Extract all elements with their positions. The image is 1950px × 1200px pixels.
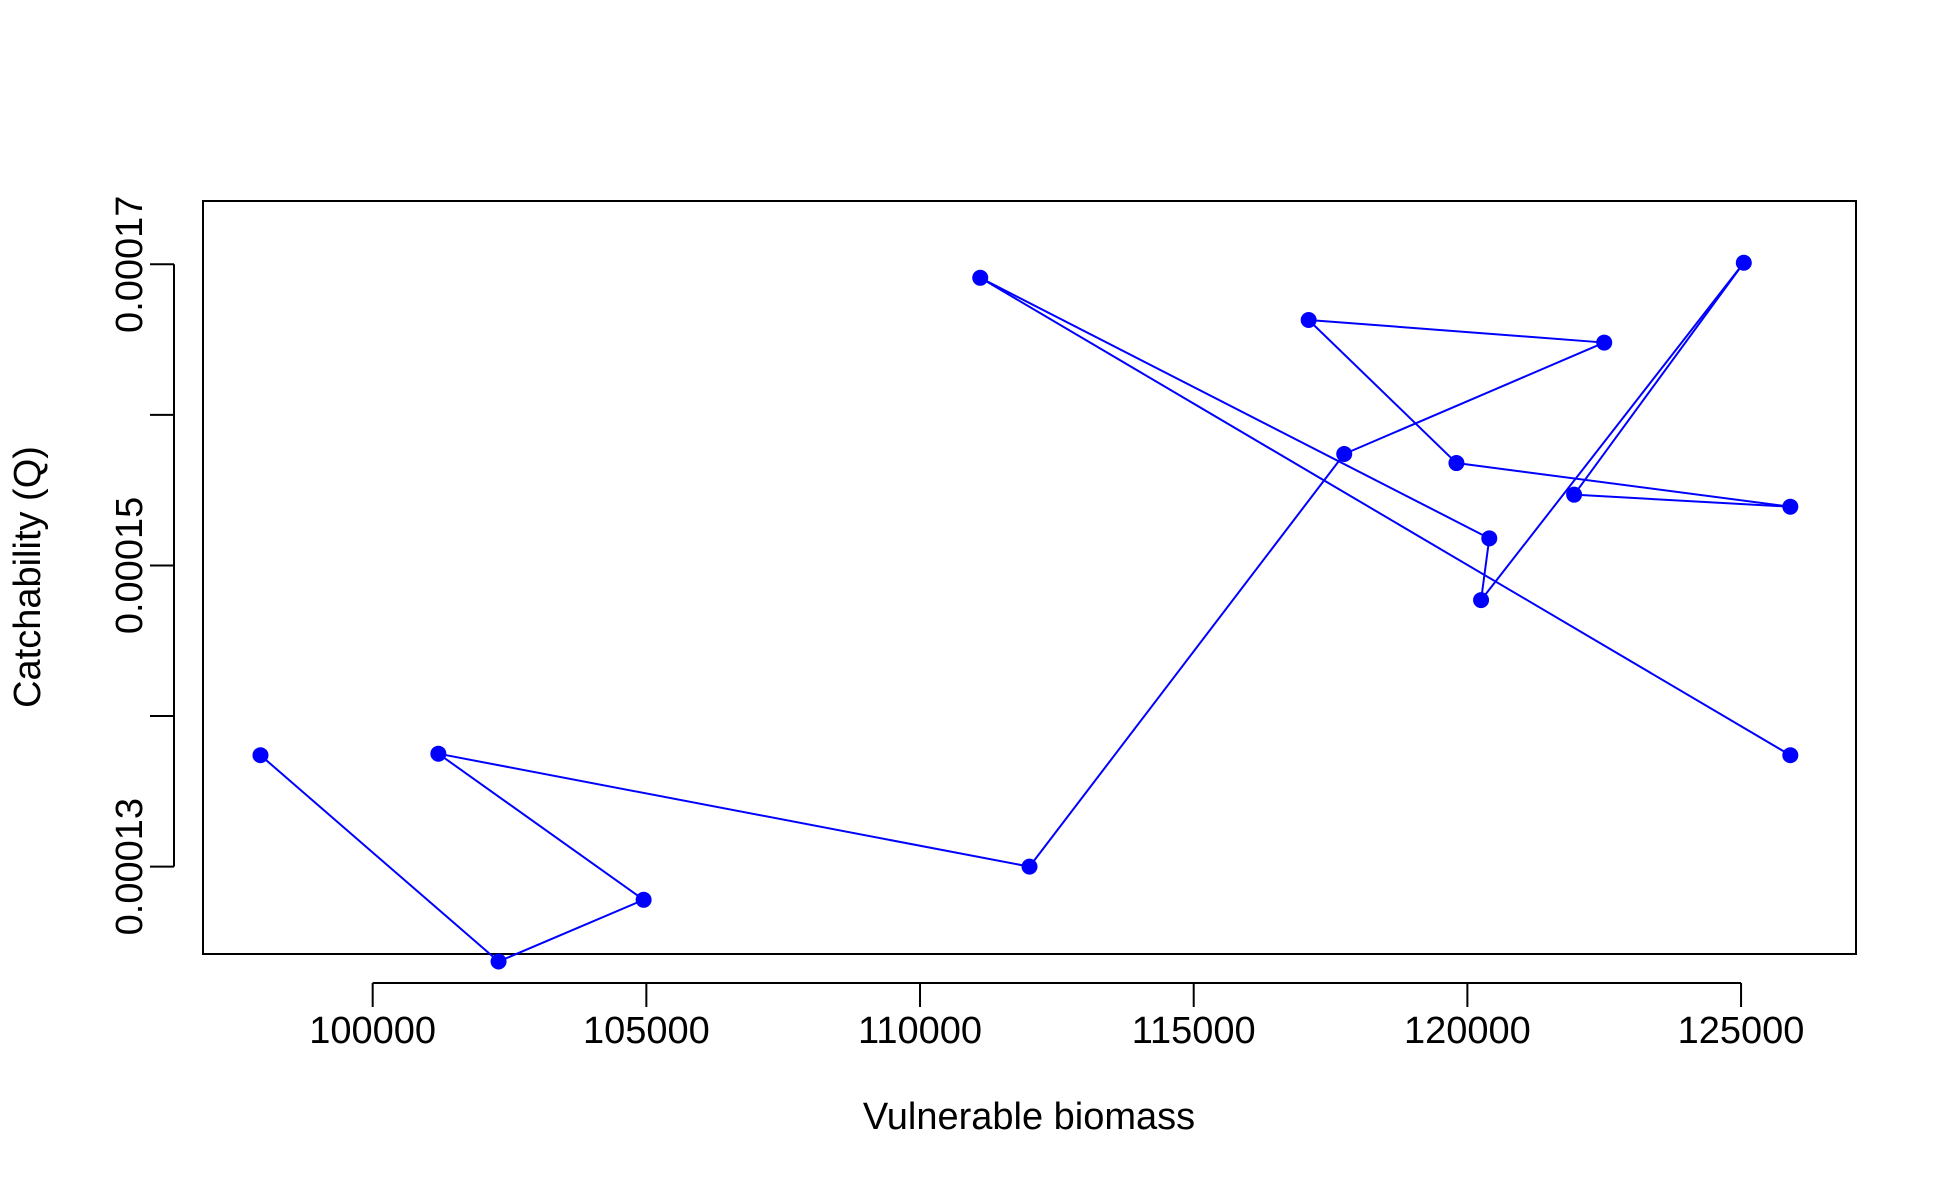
data-point <box>1473 592 1490 609</box>
data-point <box>1021 858 1038 875</box>
x-tick-label: 120000 <box>1404 1010 1531 1052</box>
series-line-segment <box>498 898 645 963</box>
y-tick-label: 0.00015 <box>109 497 151 634</box>
series-line-segment <box>1308 318 1605 344</box>
data-point <box>635 891 652 908</box>
x-tick-label: 115000 <box>1132 1010 1256 1052</box>
x-tick-label: 110000 <box>858 1010 982 1052</box>
series-line-segment <box>979 276 1791 757</box>
y-axis: 0.00013 0.00015 0.00017 <box>109 196 175 935</box>
series-line-segment <box>1028 453 1346 868</box>
data-point <box>430 745 447 762</box>
series-line-segment <box>1480 262 1745 601</box>
data-point <box>252 747 269 764</box>
x-axis: 100000 105000 110000 115000 120000 125000 <box>309 982 1805 1052</box>
series-line-segment <box>1456 462 1791 508</box>
data-point <box>1782 747 1799 764</box>
data-point <box>1336 446 1353 463</box>
x-tick-label: 125000 <box>1678 1010 1805 1052</box>
y-tick-label: 0.00013 <box>109 798 151 935</box>
y-tick-label: 0.00017 <box>109 196 151 333</box>
x-tick-label: 100000 <box>309 1010 436 1052</box>
series-line-segment <box>1343 341 1605 455</box>
data-point <box>1735 254 1752 271</box>
data-point <box>1566 486 1583 503</box>
data-point <box>1300 311 1317 328</box>
data-point <box>490 953 507 970</box>
series-line-segment <box>1307 319 1458 464</box>
series-line-segment <box>438 752 1030 868</box>
data-point <box>1448 455 1465 472</box>
data-point <box>972 269 989 286</box>
data-point <box>1481 530 1498 547</box>
series-layer <box>252 254 1799 970</box>
series-line-segment <box>259 754 500 963</box>
series-line-segment <box>1480 538 1491 601</box>
y-axis-title: Catchability (Q) <box>7 446 49 708</box>
data-point <box>1782 498 1799 515</box>
series-line-segment <box>437 752 645 901</box>
series-line-segment <box>979 276 1490 540</box>
x-tick-label: 105000 <box>583 1010 710 1052</box>
plot-frame <box>202 200 1857 955</box>
x-axis-title: Vulnerable biomass <box>863 1096 1195 1138</box>
data-point <box>1596 334 1613 351</box>
series-line-segment <box>1573 262 1745 496</box>
series-line-segment <box>1574 493 1791 508</box>
